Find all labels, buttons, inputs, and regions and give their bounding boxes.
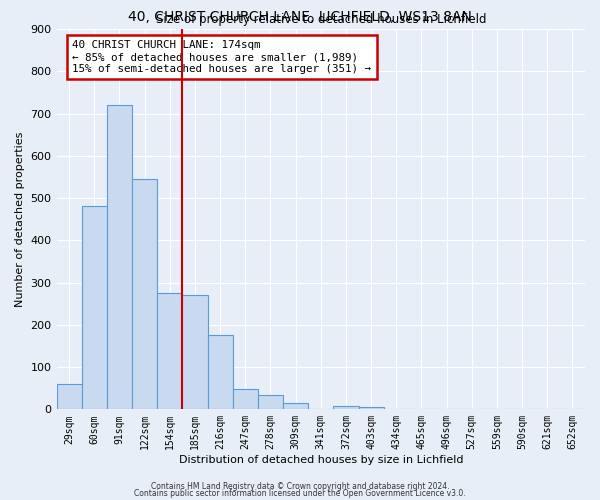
Bar [82,206,107,410]
Bar [258,394,283,409]
Bar [208,336,233,409]
Text: 40, CHRIST CHURCH LANE, LICHFIELD, WS13 8AN: 40, CHRIST CHURCH LANE, LICHFIELD, WS13 … [128,10,472,24]
Bar [107,105,132,410]
Bar [233,389,258,409]
Bar [283,404,308,409]
Text: Contains HM Land Registry data © Crown copyright and database right 2024.: Contains HM Land Registry data © Crown c… [151,482,449,491]
Y-axis label: Number of detached properties: Number of detached properties [15,132,25,307]
Text: 40 CHRIST CHURCH LANE: 174sqm
← 85% of detached houses are smaller (1,989)
15% o: 40 CHRIST CHURCH LANE: 174sqm ← 85% of d… [73,40,371,74]
Bar [157,293,182,410]
Bar [334,406,359,409]
Bar [56,384,82,409]
Bar [359,407,383,410]
Title: Size of property relative to detached houses in Lichfield: Size of property relative to detached ho… [155,14,486,26]
Text: Contains public sector information licensed under the Open Government Licence v3: Contains public sector information licen… [134,490,466,498]
Bar [132,179,157,410]
X-axis label: Distribution of detached houses by size in Lichfield: Distribution of detached houses by size … [179,455,463,465]
Bar [182,295,208,410]
